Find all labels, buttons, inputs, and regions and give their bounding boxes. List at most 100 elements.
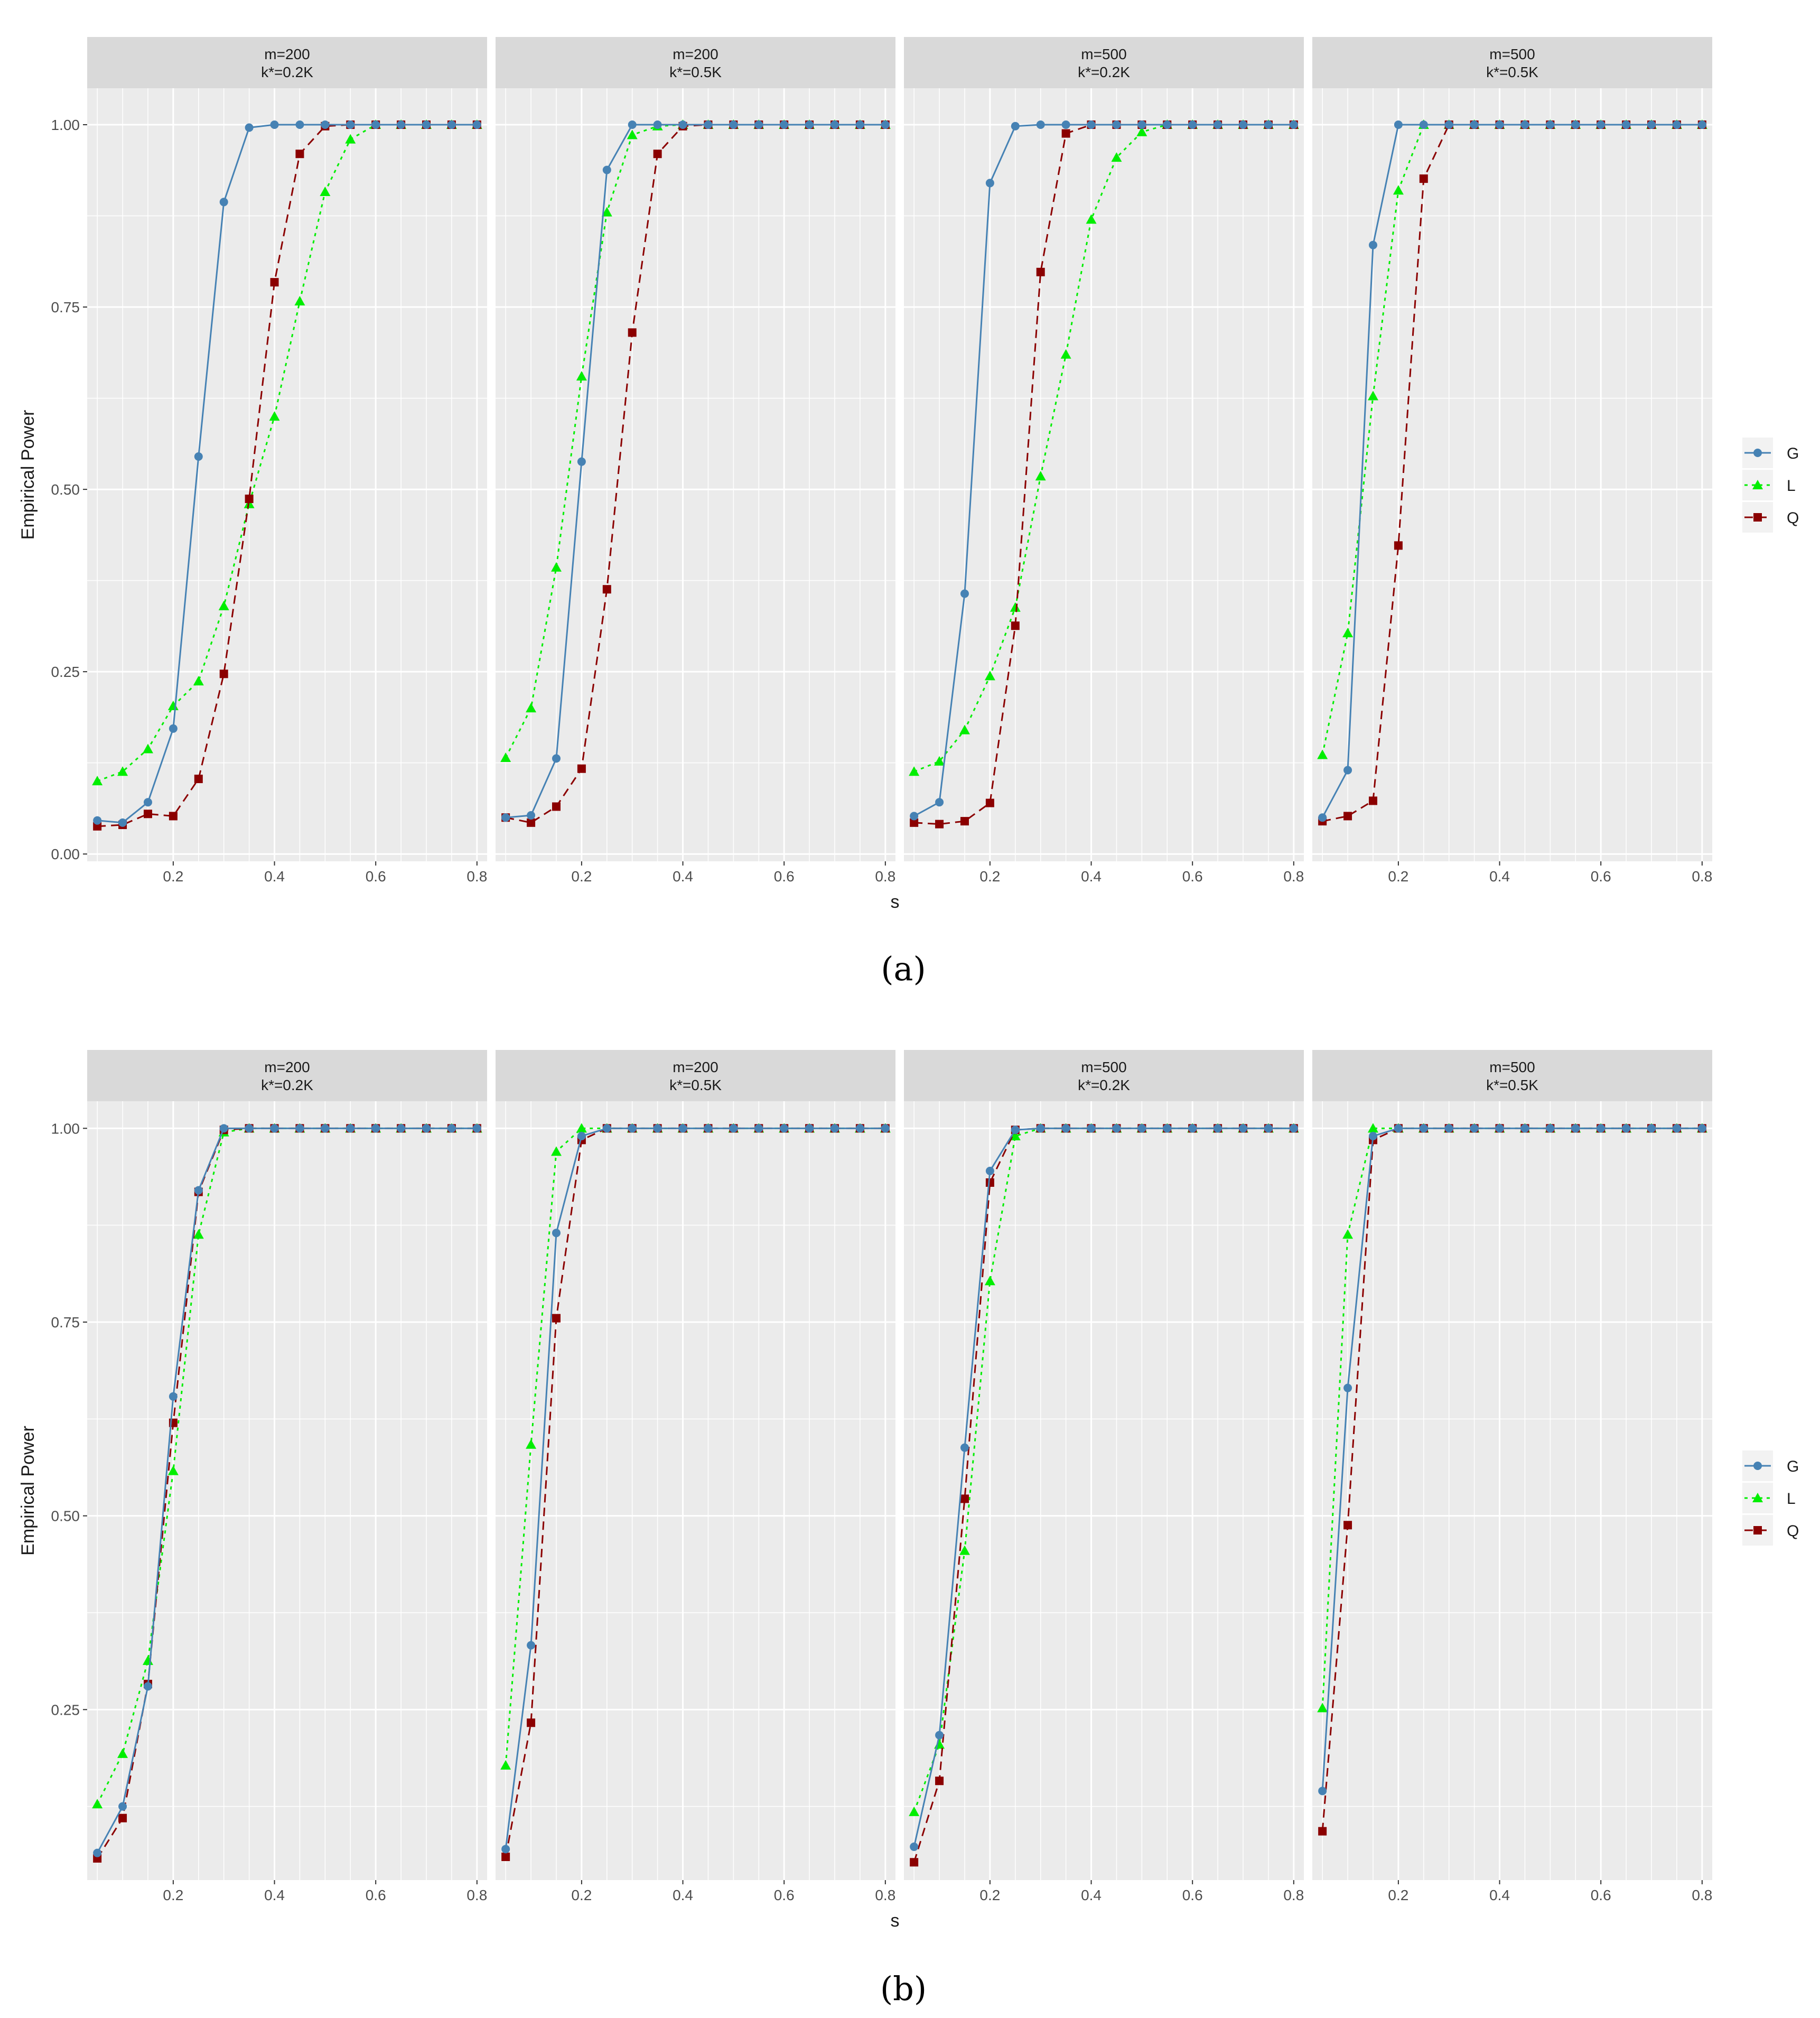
series-line-G <box>505 1127 885 1849</box>
point-G <box>1264 1124 1273 1133</box>
y-tick-label: 1.00 <box>51 117 80 133</box>
point-G <box>552 1229 561 1238</box>
point-G <box>1036 1124 1045 1133</box>
facet-label-k: k*=0.5K <box>669 64 722 80</box>
point-G <box>371 120 380 129</box>
point-L <box>934 756 945 766</box>
facet-label-m: m=200 <box>673 46 718 62</box>
point-L <box>269 411 280 421</box>
series-line-G <box>1321 1127 1702 1791</box>
point-G <box>1239 120 1248 129</box>
point-Q <box>552 802 561 811</box>
point-G <box>628 1124 637 1133</box>
legend-item-L: L <box>1742 1483 1796 1513</box>
panel-background <box>496 88 895 861</box>
point-Q <box>143 810 152 819</box>
point-G <box>653 120 662 129</box>
point-L <box>1342 628 1354 638</box>
point-Q <box>194 775 203 784</box>
point-G <box>1470 1124 1479 1133</box>
facet-label-m: m=200 <box>264 46 310 62</box>
point-L <box>193 1229 204 1239</box>
panel-background <box>496 1101 895 1880</box>
point-L <box>1035 471 1046 481</box>
series-line-G <box>96 1127 477 1854</box>
y-tick-label: 0.50 <box>51 1508 80 1524</box>
facet-strip <box>904 1050 1304 1101</box>
point-L <box>909 766 920 776</box>
point-G <box>704 1124 713 1133</box>
series-line-G <box>913 1127 1294 1847</box>
x-tick-label: 0.2 <box>979 1887 1000 1903</box>
point-G <box>1011 122 1020 131</box>
point-G <box>1087 120 1096 129</box>
point-G <box>1264 120 1273 129</box>
point-G <box>1520 1124 1529 1133</box>
point-Q <box>1318 1827 1327 1836</box>
point-G <box>1214 1124 1222 1133</box>
series-line-L <box>1321 124 1702 755</box>
point-G <box>219 1124 228 1133</box>
x-tick-label: 0.6 <box>366 868 386 885</box>
point-G <box>960 1443 969 1452</box>
x-tick-label: 0.6 <box>1591 868 1611 885</box>
x-axis-title: s <box>891 1911 900 1931</box>
caption-a: (a) <box>881 950 926 988</box>
point-L <box>167 1465 179 1475</box>
facet-label-k: k*=0.2K <box>261 64 313 80</box>
point-G <box>1419 1124 1428 1133</box>
point-G <box>805 120 814 129</box>
point-G <box>754 1124 763 1133</box>
legend-marker <box>1753 513 1762 522</box>
point-G <box>729 120 738 129</box>
point-Q <box>960 817 969 826</box>
point-G <box>93 816 102 825</box>
point-L <box>1367 1123 1378 1133</box>
panel-background <box>1312 88 1712 861</box>
legend-item-G: G <box>1742 1450 1799 1481</box>
point-L <box>1317 1703 1328 1713</box>
point-G <box>1697 120 1706 129</box>
x-tick-label: 0.8 <box>466 1887 487 1903</box>
point-L <box>984 671 995 681</box>
point-G <box>754 120 763 129</box>
panel-b-4: m=500 k*=0.5K 0.2 0.4 0.6 0.8 <box>1312 1050 1712 1903</box>
facet-label-m: m=500 <box>1489 46 1535 62</box>
point-L <box>1342 1229 1354 1239</box>
facet-strip <box>87 1050 487 1101</box>
point-Q <box>1368 796 1377 805</box>
point-G <box>1061 120 1070 129</box>
point-G <box>1546 120 1555 129</box>
point-G <box>602 165 611 174</box>
point-G <box>447 1124 456 1133</box>
point-L <box>576 371 587 381</box>
point-Q <box>295 150 304 159</box>
facet-strip <box>904 37 1304 88</box>
y-tick-label: 0.25 <box>51 1701 80 1718</box>
point-G <box>830 1124 839 1133</box>
point-G <box>1495 1124 1504 1133</box>
legend: GLQ <box>1742 1450 1799 1546</box>
point-Q <box>960 1494 969 1503</box>
point-G <box>1318 813 1327 822</box>
point-L <box>1010 602 1021 612</box>
series-line-L <box>913 124 1294 773</box>
point-L <box>500 752 511 762</box>
point-G <box>143 1682 152 1691</box>
point-G <box>1697 1124 1706 1133</box>
point-L <box>601 207 612 217</box>
x-tick-label: 0.2 <box>979 868 1000 885</box>
point-G <box>270 120 279 129</box>
y-axis-title: Empirical Power <box>18 1426 38 1556</box>
facet-label-m: m=500 <box>1489 1059 1535 1075</box>
x-tick-label: 0.6 <box>1182 1887 1203 1903</box>
point-G <box>1394 120 1403 129</box>
point-L <box>92 776 103 786</box>
point-G <box>118 818 127 827</box>
point-G <box>1318 1787 1327 1796</box>
point-L <box>117 1748 128 1758</box>
point-G <box>422 120 431 129</box>
facet-label-k: k*=0.2K <box>261 1077 313 1093</box>
point-G <box>143 798 152 807</box>
